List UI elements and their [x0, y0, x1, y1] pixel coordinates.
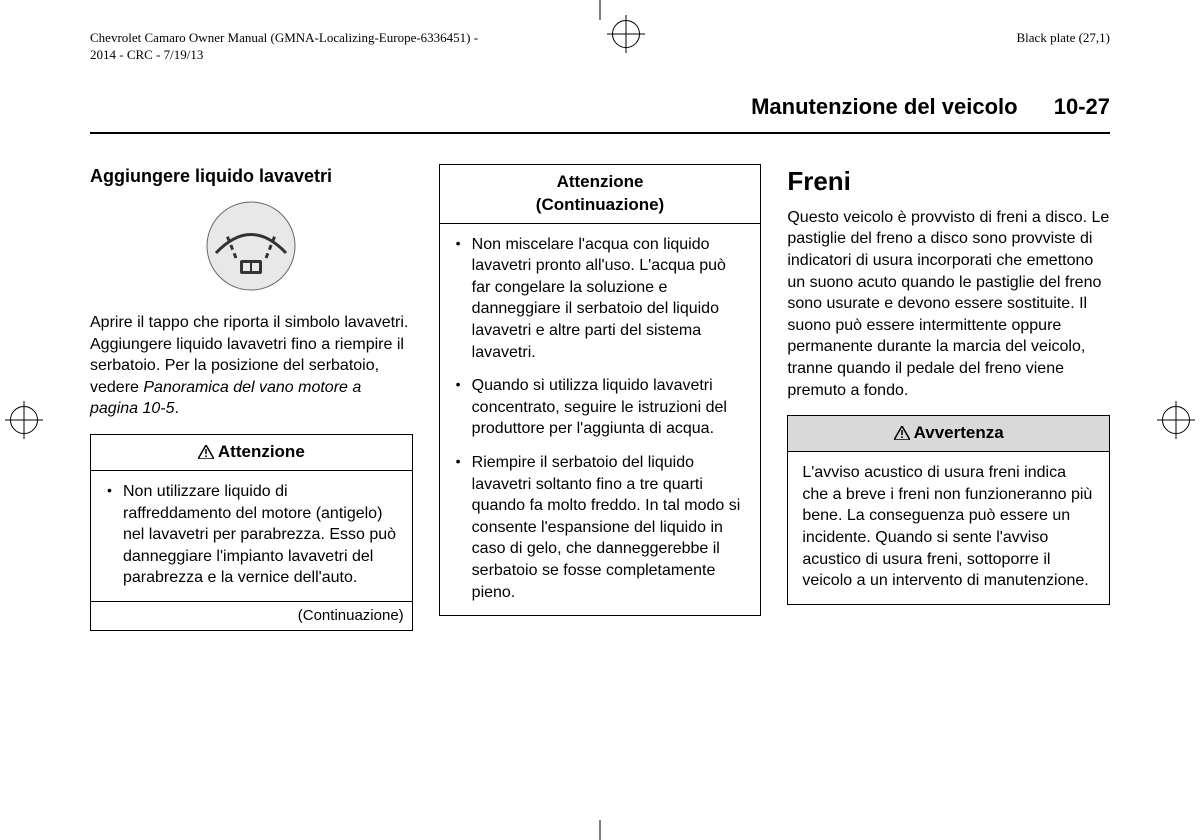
caution-body: Non utilizzare liquido di raffreddamento…: [91, 471, 412, 601]
warning-triangle-icon: [198, 445, 214, 459]
doc-id-line1: Chevrolet Camaro Owner Manual (GMNA-Loca…: [90, 30, 478, 45]
warning-triangle-icon: [894, 426, 910, 440]
caution-box-2: Attenzione (Continuazione) Non miscelare…: [439, 164, 762, 616]
warning-title: Avvertenza: [788, 416, 1109, 452]
caution-cont-item-2: Quando si utilizza liquido lavavetri con…: [454, 375, 747, 440]
caution-title-text: Attenzione: [218, 442, 305, 461]
column-1: Aggiungere liquido lavavetri Aprire il t…: [90, 164, 413, 631]
doc-id: Chevrolet Camaro Owner Manual (GMNA-Loca…: [90, 30, 478, 64]
caution-item-1: Non utilizzare liquido di raffreddamento…: [105, 481, 398, 589]
registration-mark-top: [612, 20, 640, 48]
caution-title: Attenzione: [91, 435, 412, 471]
washer-fluid-icon: [196, 198, 306, 298]
header-rule: [90, 132, 1110, 134]
brakes-paragraph: Questo veicolo è provvisto di freni a di…: [787, 207, 1110, 401]
document-meta: Chevrolet Camaro Owner Manual (GMNA-Loca…: [90, 30, 1110, 64]
page-number: 10-27: [1054, 94, 1110, 119]
brakes-heading: Freni: [787, 164, 1110, 199]
caution-box-1: Attenzione Non utilizzare liquido di raf…: [90, 434, 413, 631]
crop-mark-bottom: [600, 820, 601, 840]
manual-page: Chevrolet Camaro Owner Manual (GMNA-Loca…: [0, 0, 1200, 840]
period: .: [175, 400, 179, 417]
caution-cont-body: Non miscelare l'acqua con liquido lavave…: [440, 224, 761, 616]
warning-body-text: L'avviso acustico di usura freni indica …: [802, 464, 1092, 589]
black-plate: Black plate (27,1): [1017, 30, 1111, 64]
caution-cont-line1: Attenzione: [557, 172, 644, 191]
page-header: Manutenzione del veicolo 10-27: [90, 94, 1110, 126]
caution-cont-item-3: Riempire il serbatoio del liquido lavave…: [454, 452, 747, 603]
washer-fluid-heading: Aggiungere liquido lavavetri: [90, 164, 413, 188]
registration-mark-left: [10, 406, 38, 434]
crop-mark-top: [600, 0, 601, 20]
warning-title-text: Avvertenza: [914, 423, 1004, 442]
section-title: Manutenzione del veicolo: [751, 94, 1017, 119]
registration-mark-right: [1162, 406, 1190, 434]
warning-body: L'avviso acustico di usura freni indica …: [788, 452, 1109, 604]
caution-cont-title: Attenzione (Continuazione): [440, 165, 761, 224]
washer-fluid-paragraph: Aprire il tappo che riporta il simbolo l…: [90, 312, 413, 420]
doc-id-line2: 2014 - CRC - 7/19/13: [90, 47, 203, 62]
caution-cont-item-1: Non miscelare l'acqua con liquido lavave…: [454, 234, 747, 364]
content-columns: Aggiungere liquido lavavetri Aprire il t…: [90, 164, 1110, 631]
warning-box: Avvertenza L'avviso acustico di usura fr…: [787, 415, 1110, 605]
caution-continued: (Continuazione): [91, 601, 412, 630]
column-2: Attenzione (Continuazione) Non miscelare…: [439, 164, 762, 631]
caution-cont-line2: (Continuazione): [536, 195, 664, 214]
column-3: Freni Questo veicolo è provvisto di fren…: [787, 164, 1110, 631]
